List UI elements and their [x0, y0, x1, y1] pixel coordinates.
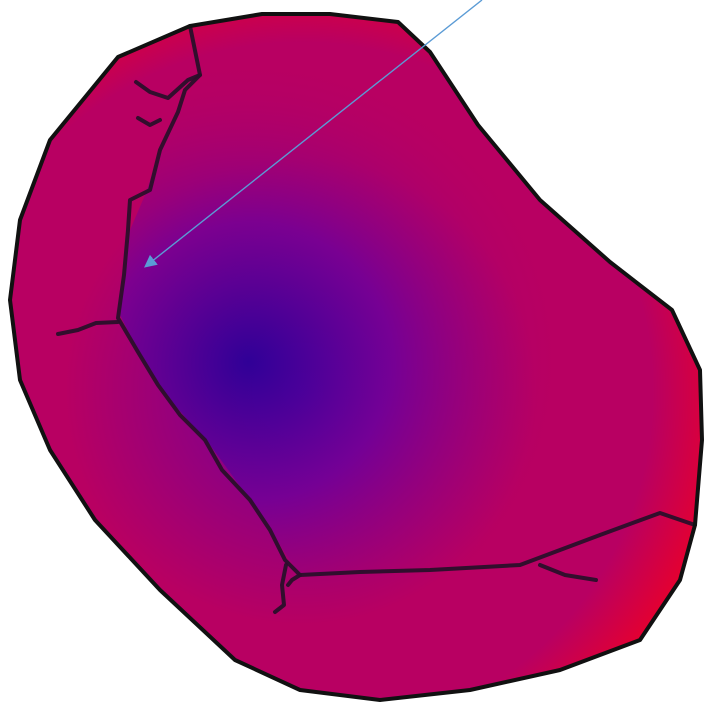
vessel-branch-bottom-right [538, 563, 598, 582]
vessel-branch-left [56, 320, 120, 336]
vessel-bottom [298, 511, 697, 577]
inner-lobe [120, 14, 702, 575]
vessel-branch-top [134, 73, 202, 100]
vessel-main-left [116, 24, 302, 577]
vessel-lines [56, 24, 697, 614]
vessel-branch-bottom-left [273, 563, 288, 614]
pointer-arrow [144, 0, 483, 268]
organ-outline [8, 12, 704, 702]
vessel-branch-mid [286, 573, 302, 587]
vessel-branch-upper [136, 116, 162, 127]
